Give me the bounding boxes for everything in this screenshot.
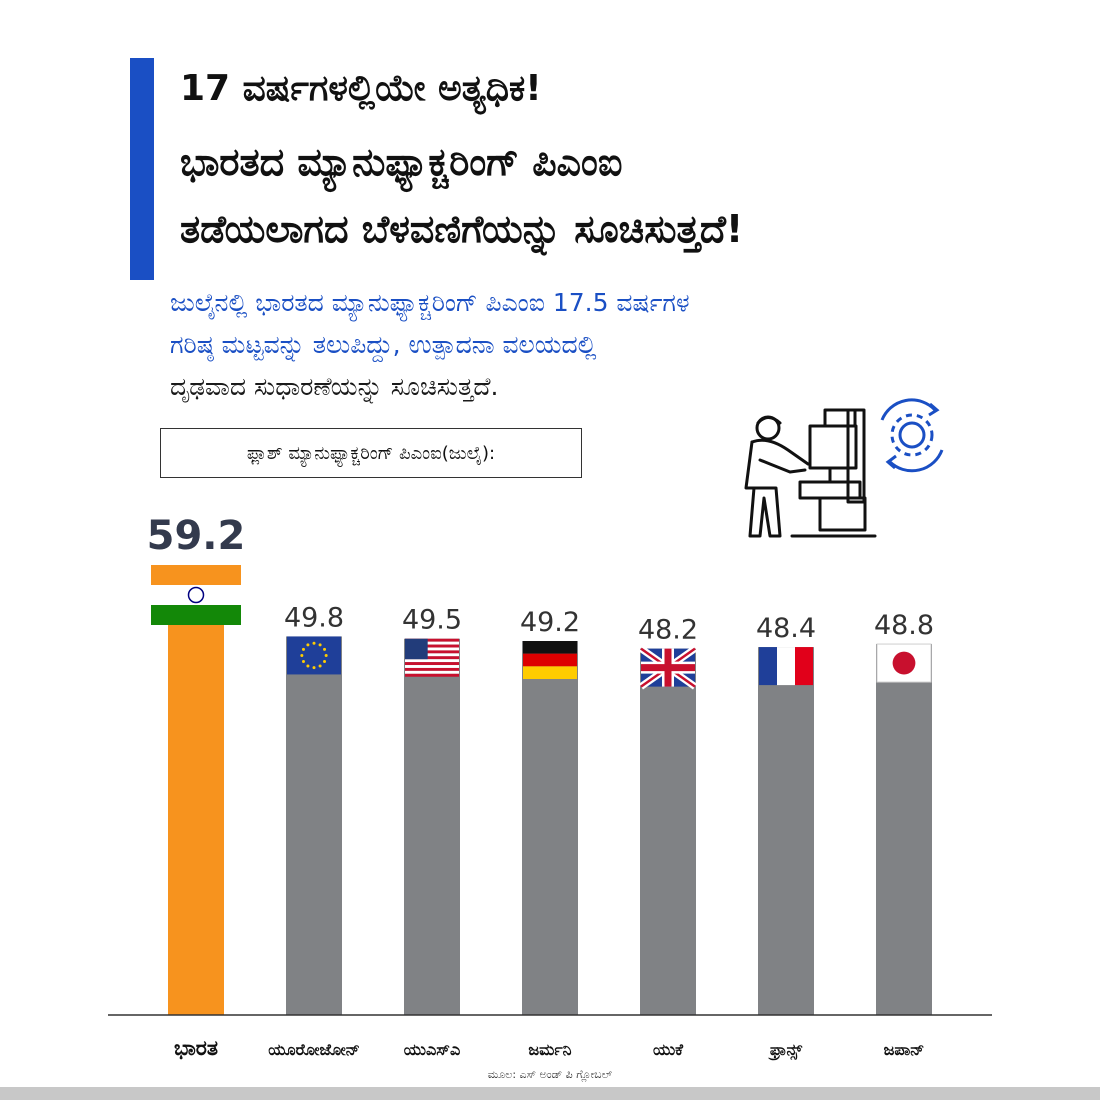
subtitle-line-3: ದೃಢವಾದ ಸುಧಾರಣೆಯನ್ನು ಸೂಚಿಸುತ್ತದೆ.	[170, 372, 499, 401]
value-label: 49.8	[284, 602, 344, 633]
title-accent-bar	[130, 58, 154, 280]
bar	[404, 638, 460, 1015]
category-label: ಜರ್ಮನಿ	[528, 1040, 571, 1059]
subtitle-line-1: ಜುಲೈನಲ್ಲಿ ಭಾರತದ ಮ್ಯಾನುಫ್ಯಾಕ್ಚರಿಂಗ್ ಪಿಎಂಐ…	[170, 288, 690, 317]
germany-flag	[523, 641, 577, 680]
france-flag	[759, 647, 813, 686]
value-label: 59.2	[147, 513, 246, 559]
japan-flag	[876, 643, 932, 683]
uk-flag	[638, 645, 698, 690]
india-flag	[151, 565, 241, 625]
value-label: 48.4	[756, 613, 816, 644]
category-label: ಯುಎಸ್ಎ	[404, 1040, 460, 1059]
subtitle-line-2: ಗರಿಷ್ಠ ಮಟ್ಟವನ್ನು ತಲುಪಿದ್ದು, ಉತ್ಪಾದನಾ ವಲಯ…	[170, 330, 597, 359]
category-label: ಫ್ರಾನ್ಸ್	[767, 1040, 803, 1062]
bar	[758, 647, 814, 1015]
footer-strip	[0, 1087, 1100, 1100]
bar	[168, 565, 224, 1015]
bar	[522, 641, 578, 1015]
source-note: ಮೂಲ: ಎಸ್ ಅಂಡ್ ಪಿ ಗ್ಲೋಬಲ್	[487, 1068, 613, 1081]
bar	[286, 636, 342, 1015]
value-label: 49.2	[520, 607, 580, 638]
value-label: 48.2	[638, 615, 698, 646]
value-label: 48.8	[874, 610, 934, 641]
category-label: ಭಾರತ	[174, 1036, 218, 1060]
gear-cycle-icon	[880, 398, 944, 473]
worker-machine-icon	[744, 398, 944, 538]
value-label: 49.5	[402, 605, 462, 636]
title-line-3: ತಡೆಯಲಾಗದ ಬೆಳವಣಿಗೆಯನ್ನು ಸೂಚಿಸುತ್ತದೆ!	[180, 207, 744, 251]
category-label: ಯೂರೋಜೋನ್	[268, 1040, 360, 1059]
flash-pmi-label: ಫ್ಲಾಶ್ ಮ್ಯಾನುಫ್ಯಾಕ್ಚರಿಂಗ್ ಪಿಎಂಐ(ಜುಲೈ):	[246, 442, 496, 464]
eu-flag	[287, 636, 341, 675]
category-label: ಜಪಾನ್	[884, 1040, 925, 1059]
title-line-1: 17 ವರ್ಷಗಳಲ್ಲಿಯೇ ಅತ್ಯಧಿಕ!	[180, 68, 542, 109]
category-label: ಯುಕೆ	[653, 1040, 683, 1059]
title-line-2: ಭಾರತದ ಮ್ಯಾನುಫ್ಯಾಕ್ಚರಿಂಗ್ ಪಿಎಂಐ	[180, 140, 623, 184]
bar	[640, 648, 696, 1015]
flash-pmi-label-box: ಫ್ಲಾಶ್ ಮ್ಯಾನುಫ್ಯಾಕ್ಚರಿಂಗ್ ಪಿಎಂಐ(ಜುಲೈ):	[160, 428, 582, 478]
usa-flag	[405, 638, 459, 677]
bar	[876, 644, 932, 1015]
